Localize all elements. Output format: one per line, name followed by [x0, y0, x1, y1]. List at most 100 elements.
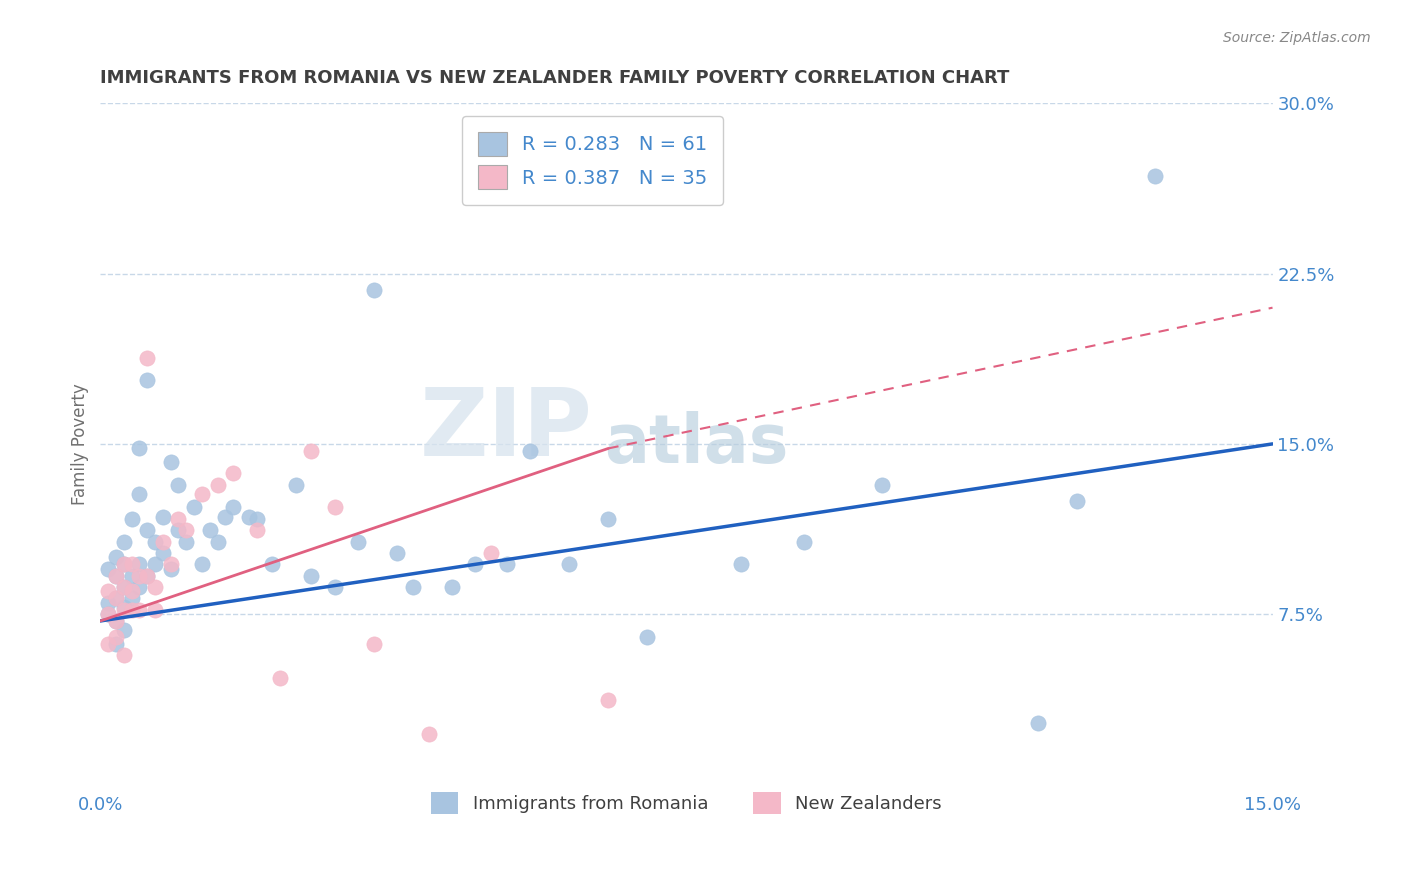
Point — [104, 614, 127, 628]
Point — [136, 568, 159, 582]
Text: Source: ZipAtlas.com: Source: ZipAtlas.com — [1223, 31, 1371, 45]
Point — [167, 512, 190, 526]
Point — [112, 534, 135, 549]
Text: ZIP: ZIP — [420, 384, 593, 476]
Point — [176, 534, 198, 549]
Point — [183, 500, 205, 515]
Point — [191, 487, 214, 501]
Point — [112, 648, 135, 662]
Point — [347, 534, 370, 549]
Point — [222, 467, 245, 481]
Point — [238, 509, 260, 524]
Point — [104, 614, 127, 628]
Point — [128, 568, 150, 582]
Point — [159, 455, 181, 469]
Legend: Immigrants from Romania, New Zealanders: Immigrants from Romania, New Zealanders — [422, 783, 950, 823]
Point — [121, 558, 143, 572]
Point — [136, 523, 159, 537]
Point — [121, 591, 143, 606]
Point — [198, 523, 221, 537]
Point — [136, 351, 159, 365]
Point — [143, 602, 166, 616]
Point — [143, 580, 166, 594]
Point — [104, 591, 127, 606]
Point — [323, 500, 346, 515]
Point — [207, 477, 229, 491]
Point — [207, 534, 229, 549]
Point — [176, 523, 198, 537]
Point — [112, 580, 135, 594]
Point — [112, 558, 135, 572]
Point — [121, 584, 143, 599]
Point — [246, 523, 269, 537]
Point — [284, 477, 307, 491]
Point — [159, 562, 181, 576]
Point — [519, 443, 541, 458]
Text: IMMIGRANTS FROM ROMANIA VS NEW ZEALANDER FAMILY POVERTY CORRELATION CHART: IMMIGRANTS FROM ROMANIA VS NEW ZEALANDER… — [100, 69, 1010, 87]
Point — [387, 546, 409, 560]
Point — [636, 630, 658, 644]
Point — [1026, 716, 1049, 731]
Point — [104, 591, 127, 606]
Point — [104, 568, 127, 582]
Point — [97, 637, 120, 651]
Point — [128, 580, 150, 594]
Point — [104, 550, 127, 565]
Point — [104, 637, 127, 651]
Point — [143, 558, 166, 572]
Point — [128, 442, 150, 456]
Point — [121, 602, 143, 616]
Point — [97, 584, 120, 599]
Point — [128, 558, 150, 572]
Point — [299, 568, 322, 582]
Point — [97, 607, 120, 622]
Point — [214, 509, 236, 524]
Point — [167, 523, 190, 537]
Point — [269, 671, 291, 685]
Point — [112, 623, 135, 637]
Point — [793, 534, 815, 549]
Point — [152, 546, 174, 560]
Point — [121, 568, 143, 582]
Point — [136, 568, 159, 582]
Point — [97, 596, 120, 610]
Point — [104, 630, 127, 644]
Point — [121, 512, 143, 526]
Point — [112, 602, 135, 616]
Point — [440, 580, 463, 594]
Point — [152, 534, 174, 549]
Point — [464, 558, 486, 572]
Point — [97, 562, 120, 576]
Point — [558, 558, 581, 572]
Point — [363, 637, 385, 651]
Point — [262, 558, 284, 572]
Point — [191, 558, 214, 572]
Point — [299, 443, 322, 458]
Point — [598, 693, 620, 707]
Point — [112, 580, 135, 594]
Point — [104, 568, 127, 582]
Point — [136, 373, 159, 387]
Point — [112, 558, 135, 572]
Text: atlas: atlas — [605, 411, 789, 477]
Point — [402, 580, 425, 594]
Y-axis label: Family Poverty: Family Poverty — [72, 383, 89, 505]
Point — [870, 477, 893, 491]
Point — [1066, 493, 1088, 508]
Point — [159, 558, 181, 572]
Point — [730, 558, 752, 572]
Point — [128, 487, 150, 501]
Point — [246, 512, 269, 526]
Point — [152, 509, 174, 524]
Point — [479, 546, 502, 560]
Point — [1144, 169, 1167, 183]
Point — [418, 727, 440, 741]
Point — [222, 500, 245, 515]
Point — [598, 512, 620, 526]
Point — [495, 558, 517, 572]
Point — [97, 607, 120, 622]
Point — [112, 600, 135, 615]
Point — [363, 283, 385, 297]
Point — [323, 580, 346, 594]
Point — [167, 477, 190, 491]
